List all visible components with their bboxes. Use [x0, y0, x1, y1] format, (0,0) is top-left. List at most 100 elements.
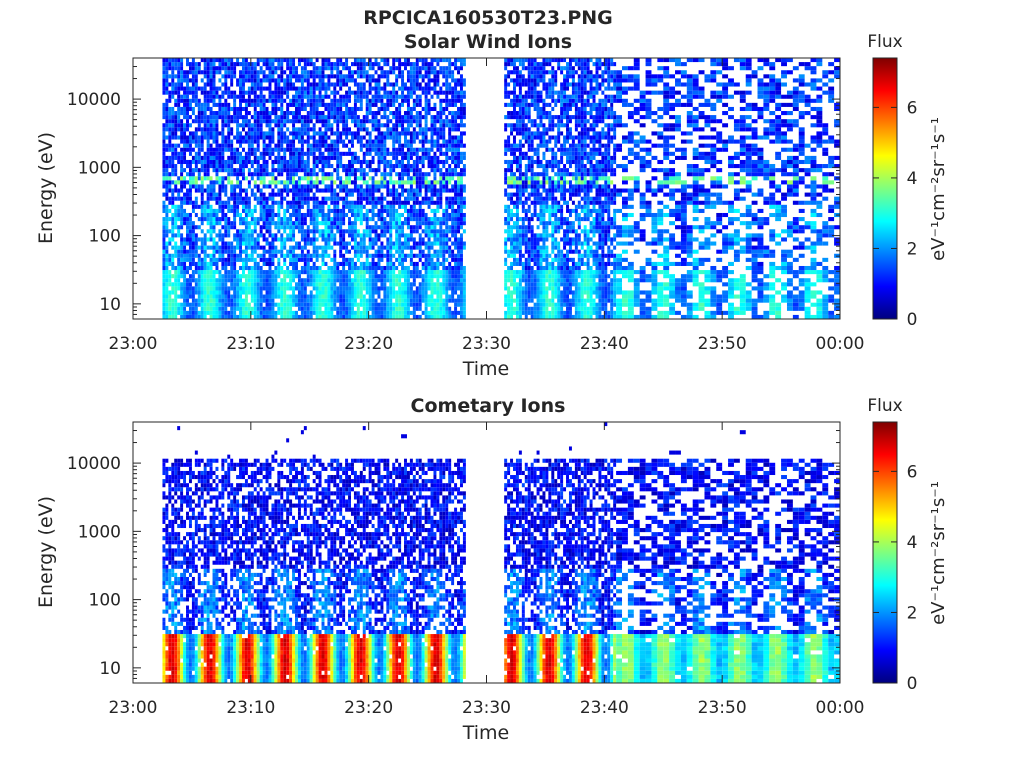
spectrogram-cell — [374, 127, 378, 132]
spectrogram-cell — [180, 265, 184, 271]
spectrogram-cell — [177, 204, 181, 209]
spectrogram-cell — [289, 188, 293, 193]
spectrogram-cell — [415, 66, 419, 71]
spectrogram-cell — [162, 310, 166, 315]
spectrogram-cell — [353, 200, 357, 205]
spectrogram-cell — [212, 155, 216, 160]
spectrogram-cell — [315, 229, 319, 234]
spectrogram-cell — [292, 265, 296, 271]
spectrogram-cell — [239, 131, 242, 136]
spectrogram-cell — [224, 225, 228, 230]
spectrogram-cell — [389, 314, 393, 319]
spectrogram-cell — [300, 127, 304, 132]
spectrogram-cell — [280, 98, 284, 103]
spectrogram-cell — [197, 290, 201, 295]
spectrogram-cell — [342, 237, 346, 242]
spectrogram-cell — [300, 159, 304, 165]
spectrogram-cell — [348, 90, 351, 95]
spectrogram-cell — [356, 94, 360, 99]
spectrogram-cell — [371, 225, 375, 230]
spectrogram-cell — [224, 306, 228, 311]
spectrogram-cell — [324, 217, 328, 222]
spectrogram-cell — [236, 168, 240, 173]
spectrogram-cell — [374, 200, 378, 205]
spectrogram-cell — [224, 66, 228, 71]
spectrogram-cell — [315, 172, 319, 177]
spectrogram-cell — [430, 208, 434, 213]
spectrogram-cell — [436, 270, 440, 275]
spectrogram-cell — [409, 257, 413, 262]
spectrogram-cell — [401, 115, 405, 120]
spectrogram-cell — [209, 282, 213, 287]
spectrogram-cell — [168, 62, 172, 67]
spectrogram-cell — [174, 62, 178, 67]
spectrogram-cell — [377, 155, 381, 160]
spectrogram-cell — [345, 180, 349, 185]
spectrogram-cell — [383, 270, 387, 275]
spectrogram-cell — [309, 62, 313, 67]
spectrogram-cell — [283, 237, 287, 242]
spectrogram-cell — [277, 208, 281, 213]
spectrogram-cell — [242, 282, 245, 287]
spectrogram-cell — [306, 294, 310, 299]
spectrogram-cell — [191, 74, 195, 79]
spectrogram-cell — [236, 131, 240, 136]
spectrogram-cell — [412, 245, 416, 250]
spectrogram-cell — [242, 274, 245, 279]
spectrogram-cell — [392, 204, 396, 209]
spectrogram-cell — [324, 286, 328, 291]
spectrogram-cell — [224, 192, 228, 197]
spectrogram-cell — [336, 164, 340, 169]
spectrogram-cell — [353, 98, 357, 103]
spectrogram-cell — [309, 180, 313, 185]
spectrogram-cell — [348, 265, 351, 271]
spectrogram-cell — [404, 278, 407, 283]
spectrogram-cell — [274, 274, 278, 279]
spectrogram-cell — [230, 58, 234, 63]
spectrogram-cell — [424, 111, 428, 116]
spectrogram-cell — [300, 270, 304, 275]
spectrogram-cell — [268, 270, 272, 275]
spectrogram-cell — [194, 139, 198, 144]
spectrogram-cell — [321, 131, 325, 136]
spectrogram-cell — [315, 184, 319, 189]
spectrogram-cell — [286, 221, 290, 226]
spectrogram-cell — [174, 115, 178, 120]
spectrogram-cell — [427, 217, 431, 222]
spectrogram-cell — [348, 310, 351, 315]
spectrogram-cell — [171, 66, 175, 71]
spectrogram-cell — [333, 274, 337, 279]
spectrogram-cell — [395, 196, 399, 201]
spectrogram-cell — [389, 192, 393, 197]
spectrogram-cell — [368, 208, 372, 213]
spectrogram-cell — [233, 314, 237, 319]
spectrogram-cell — [212, 74, 216, 79]
spectrogram-cell — [188, 159, 192, 165]
spectrogram-cell — [418, 168, 422, 173]
spectrogram-cell — [315, 314, 319, 319]
spectrogram-cell — [315, 176, 319, 181]
spectrogram-cell — [242, 98, 245, 103]
spectrogram-cell — [215, 212, 219, 218]
spectrogram-cell — [256, 217, 260, 222]
spectrogram-cell — [191, 86, 195, 91]
spectrogram-cell — [336, 184, 340, 189]
spectrogram-cell — [368, 90, 372, 95]
spectrogram-cell — [212, 98, 216, 103]
spectrogram-cell — [439, 302, 443, 307]
spectrogram-cell — [327, 127, 331, 132]
spectrogram-cell — [283, 290, 287, 295]
spectrogram-cell — [265, 229, 269, 234]
spectrogram-cell — [409, 298, 413, 303]
spectrogram-cell — [336, 123, 340, 128]
spectrogram-cell — [409, 290, 413, 295]
spectrogram-cell — [342, 180, 346, 185]
spectrogram-cell — [445, 74, 449, 79]
spectrogram-cell — [180, 253, 184, 258]
spectrogram-cell — [436, 265, 440, 271]
spectrogram-cell — [395, 58, 399, 63]
spectrogram-cell — [409, 270, 413, 275]
spectrogram-cell — [362, 302, 366, 307]
spectrogram-cell — [253, 196, 257, 201]
spectrogram-cell — [356, 127, 360, 132]
